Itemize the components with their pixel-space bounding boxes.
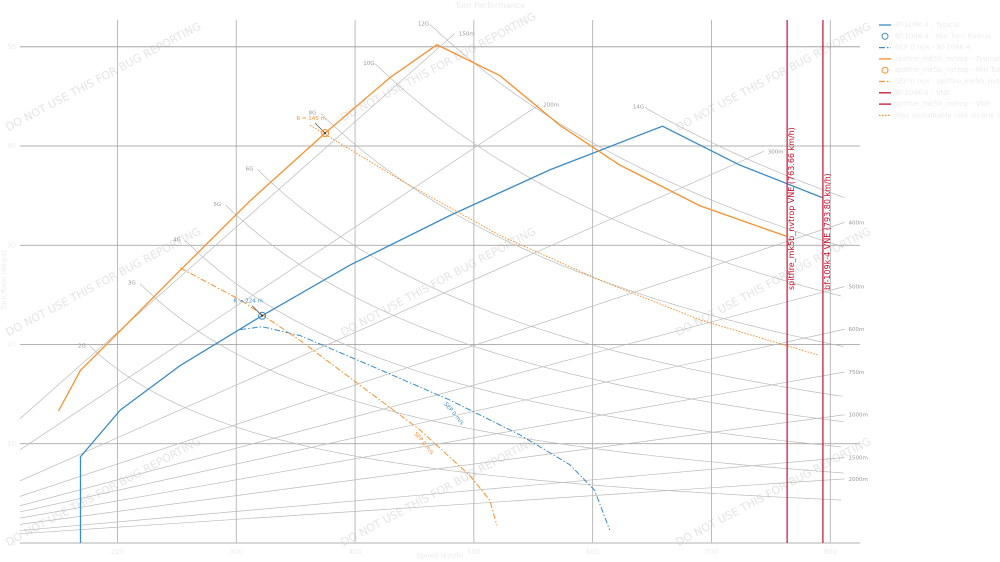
x-tick-label: 600	[586, 548, 599, 556]
legend-label: spitfire_mk5b_nvtrop - VNE	[895, 100, 990, 108]
legend: Bf-109K-4 - Typical Bf-109K-4 - Min Turn …	[879, 21, 1000, 119]
g-load-label: 12G	[418, 21, 429, 27]
radius-line	[20, 222, 845, 497]
x-tick-label: 700	[705, 548, 718, 556]
annotation-arrow	[314, 122, 326, 134]
y-tick-label: 0	[12, 539, 16, 547]
legend-item: spitfire_mk5b_nvtrop - Typical	[879, 55, 1000, 63]
g-load-line	[257, 169, 843, 397]
y-tick-label: 20	[7, 341, 16, 349]
x-tick-label: 200	[111, 548, 124, 556]
legend-label: Bf-109K-4 - VNE	[895, 89, 950, 97]
g-load-line	[139, 283, 844, 474]
g-load-line	[429, 24, 844, 248]
x-tick-label: 300	[230, 548, 243, 556]
radius-line	[20, 371, 845, 519]
chart-title: Turn Performance	[454, 1, 525, 10]
legend-label: SEP 0 m/s - Bf-109K-4	[895, 44, 971, 52]
series-line	[79, 125, 823, 543]
legend-item: spitfire_mk5b_nvtrop - VNE	[879, 100, 990, 108]
radius-line	[20, 328, 845, 513]
watermark-text: DO NOT USE THIS FOR BUG REPORTING	[4, 20, 204, 134]
g-load-label: 2G	[78, 343, 86, 349]
radius-label: 1000m	[849, 413, 868, 419]
radius-line	[20, 478, 845, 535]
g-load-line	[225, 204, 844, 423]
radius-line	[20, 150, 764, 482]
legend-item: SEP 0 m/s - Bf-109K-4	[879, 44, 971, 52]
min-radius-marker	[321, 129, 330, 138]
g-load-line	[184, 240, 842, 448]
x-tick-label: 800	[824, 548, 837, 556]
radius-line	[20, 457, 845, 531]
watermark-text: DO NOT USE THIS FOR BUG REPORTING	[674, 435, 874, 549]
radius-label: 1500m	[849, 455, 868, 461]
watermark-text: DO NOT USE THIS FOR BUG REPORTING	[674, 20, 874, 134]
radius-label: 300m	[768, 149, 784, 155]
g-load-line	[644, 107, 845, 199]
legend-item: spitfire_mk5b_nvtrop - Min Turn Radius	[881, 66, 1000, 74]
legend-item: Bf-109K-4 - Min Turn Radius	[881, 32, 991, 40]
watermark-text: DO NOT USE THIS FOR BUG REPORTING	[339, 10, 539, 124]
g-load-label: 4G	[173, 237, 181, 243]
watermark-text: DO NOT USE THIS FOR BUG REPORTING	[674, 225, 874, 339]
g-load-label: 10G	[363, 61, 374, 67]
watermark-text: DO NOT USE THIS FOR BUG REPORTING	[339, 435, 539, 549]
vne-lines: bf-109k-4 VNE (793.80 km/h) spitfire_mk5b…	[786, 20, 832, 543]
legend-marker	[881, 66, 889, 74]
radius-label: 600m	[849, 327, 865, 333]
x-tick-label: 400	[348, 548, 361, 556]
radius-label: 200m	[543, 103, 559, 109]
radius-line	[20, 33, 456, 420]
g-load-label: 3G	[128, 281, 136, 287]
radius-label: 750m	[849, 370, 865, 376]
g-load-label: 8G	[309, 110, 317, 116]
radius-line	[20, 286, 845, 507]
legend-label: spitfire_mk5b_nvtrop - Typical	[895, 55, 1000, 63]
min-radius-marker	[258, 311, 267, 320]
guide-lines: 2G 3G 4G 5G 6G 8G 10G 12G 14G 150m 200m 300m 400m 500…	[20, 21, 868, 535]
annotation-arrow	[251, 305, 263, 316]
legend-label: Bf-109K-4 - Min Turn Radius	[895, 32, 991, 40]
legend-label: SEP 0 m/s - spitfire_mk5b_nvtrop	[895, 78, 1000, 86]
x-axis-label: Speed (km/h)	[416, 552, 464, 560]
radius-label: 150m	[459, 31, 475, 37]
legend-item: Bf-109K-4 - VNE	[879, 89, 950, 97]
g-load-label: 6G	[246, 166, 254, 172]
y-tick-label: 50	[7, 43, 16, 51]
vne-label: bf-109k-4 VNE (793.80 km/h)	[823, 173, 832, 290]
g-load-line	[320, 113, 844, 347]
legend-item: Max sustainable rate on one circle (1 km…	[879, 111, 1000, 119]
legend-label: spitfire_mk5b_nvtrop - Min Turn Radius	[895, 66, 1000, 74]
x-tick-label: 500	[467, 548, 480, 556]
min-radius-label: R = 224 m	[233, 299, 263, 305]
series-line	[240, 326, 611, 531]
legend-item: SEP 0 m/s - spitfire_mk5b_nvtrop	[879, 78, 1000, 86]
y-tick-label: 10	[7, 440, 16, 448]
legend-marker	[881, 32, 889, 40]
series-line	[180, 267, 498, 526]
watermarks: DO NOT USE THIS FOR BUG REPORTING DO NOT …	[4, 10, 874, 549]
min-radius-label: R = 145 m	[296, 116, 326, 122]
g-load-line	[374, 63, 842, 297]
legend-label: Max sustainable rate on one circle (1 km…	[895, 111, 1000, 119]
y-tick-label: 30	[7, 241, 16, 249]
min-radius-points: R = 224 m R = 145 m	[233, 116, 330, 320]
radius-label: 2000m	[849, 477, 868, 483]
vne-label: spitfire_mk5b_nvtrop VNE (763.66 km/h)	[787, 127, 796, 290]
series-line	[57, 44, 787, 412]
series-line	[309, 124, 820, 356]
legend-item: Bf-109K-4 - Typical	[879, 21, 959, 29]
radius-line	[20, 104, 540, 451]
y-axis-label: Turn Rate (deg/s)	[0, 250, 8, 311]
g-load-label: 5G	[214, 202, 222, 208]
g-load-line	[89, 346, 842, 501]
radius-label: 500m	[849, 284, 865, 290]
radius-label: 400m	[849, 220, 865, 226]
legend-label: Bf-109K-4 - Typical	[895, 21, 959, 29]
g-load-label: 14G	[633, 105, 644, 111]
y-tick-label: 40	[7, 142, 16, 150]
radius-line	[20, 414, 845, 525]
